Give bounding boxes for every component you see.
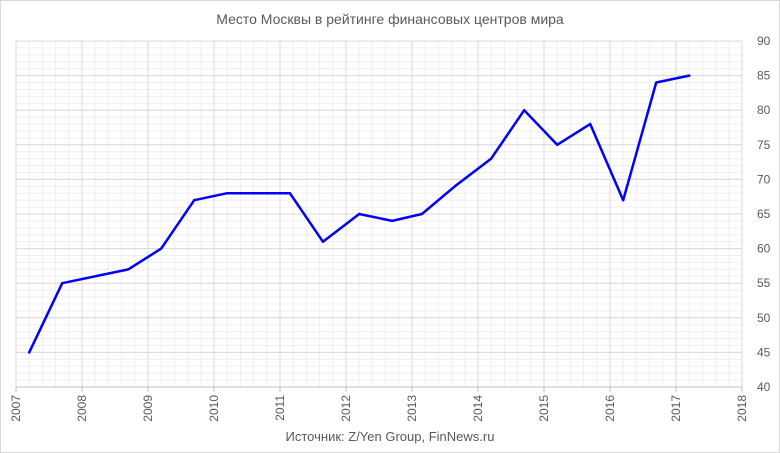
data-point (420, 212, 424, 216)
x-tick-label: 2008 (75, 395, 89, 422)
x-tick-label: 2015 (537, 395, 551, 422)
y-tick-label: 55 (757, 276, 771, 290)
y-tick-label: 50 (757, 311, 771, 325)
data-point (28, 351, 31, 354)
data-point (127, 268, 130, 271)
x-tick-label: 2007 (9, 395, 23, 422)
data-point (688, 74, 691, 77)
x-tick-label: 2018 (735, 395, 749, 422)
x-tick-label: 2017 (669, 395, 683, 422)
data-point (556, 143, 559, 146)
data-point (490, 157, 493, 160)
data-point (523, 109, 526, 112)
data-point (259, 192, 262, 195)
y-tick-label: 65 (757, 207, 771, 221)
x-tick-label: 2011 (273, 395, 287, 421)
data-point (655, 81, 658, 84)
data-point (193, 198, 196, 202)
x-tick-label: 2016 (603, 395, 617, 422)
x-tick-label: 2010 (207, 395, 221, 422)
series-line (27, 74, 691, 354)
data-point (453, 185, 457, 188)
y-tick-label: 40 (757, 380, 771, 394)
data-point (622, 198, 625, 202)
data-point (391, 219, 394, 223)
chart-source: Источник: Z/Yen Group, FinNews.ru (285, 429, 495, 444)
data-point (226, 192, 229, 195)
y-tick-label: 45 (757, 345, 771, 359)
y-tick-label: 80 (757, 103, 771, 117)
x-tick-label: 2009 (141, 395, 155, 422)
x-tick-label: 2012 (339, 395, 353, 422)
x-tick-label: 2014 (471, 395, 485, 422)
data-point (61, 282, 64, 285)
x-tick-label: 2013 (405, 395, 419, 422)
data-point (321, 240, 325, 243)
y-tick-label: 70 (757, 172, 771, 186)
y-tick-label: 85 (757, 69, 771, 83)
chart-title: Место Москвы в рейтинге финансовых центр… (216, 11, 564, 27)
y-tick-label: 60 (757, 242, 771, 256)
y-tick-label: 75 (757, 138, 771, 152)
data-point (358, 212, 361, 216)
data-point (288, 192, 292, 195)
data-point (160, 247, 163, 250)
data-point (589, 122, 592, 126)
y-tick-label: 90 (757, 34, 771, 48)
